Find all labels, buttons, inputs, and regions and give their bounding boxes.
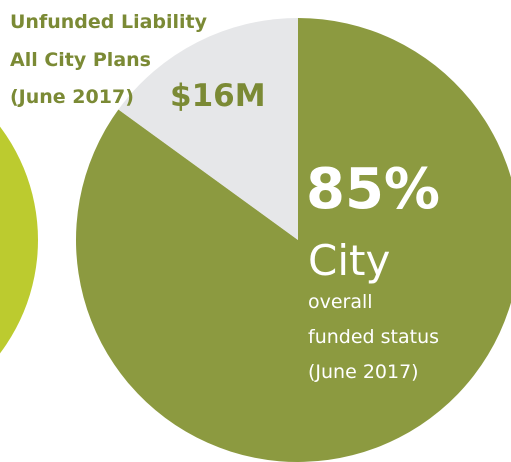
annotation: All City Plans: [10, 49, 151, 71]
annotation: City: [308, 236, 390, 285]
annotation: funded status: [308, 326, 439, 348]
annotation: (June 2017): [10, 86, 134, 108]
pie-slice: [76, 18, 511, 462]
annotation: Unfunded Liability: [10, 11, 208, 33]
annotation-amount: $16M: [170, 78, 266, 114]
pie: [76, 18, 511, 462]
annotation: (June 2017): [308, 361, 419, 383]
value-label: 85%: [306, 157, 440, 222]
annotation: overall: [308, 291, 373, 313]
pie-slice: [118, 18, 298, 240]
adjacent-chart-edge: [0, 126, 38, 354]
